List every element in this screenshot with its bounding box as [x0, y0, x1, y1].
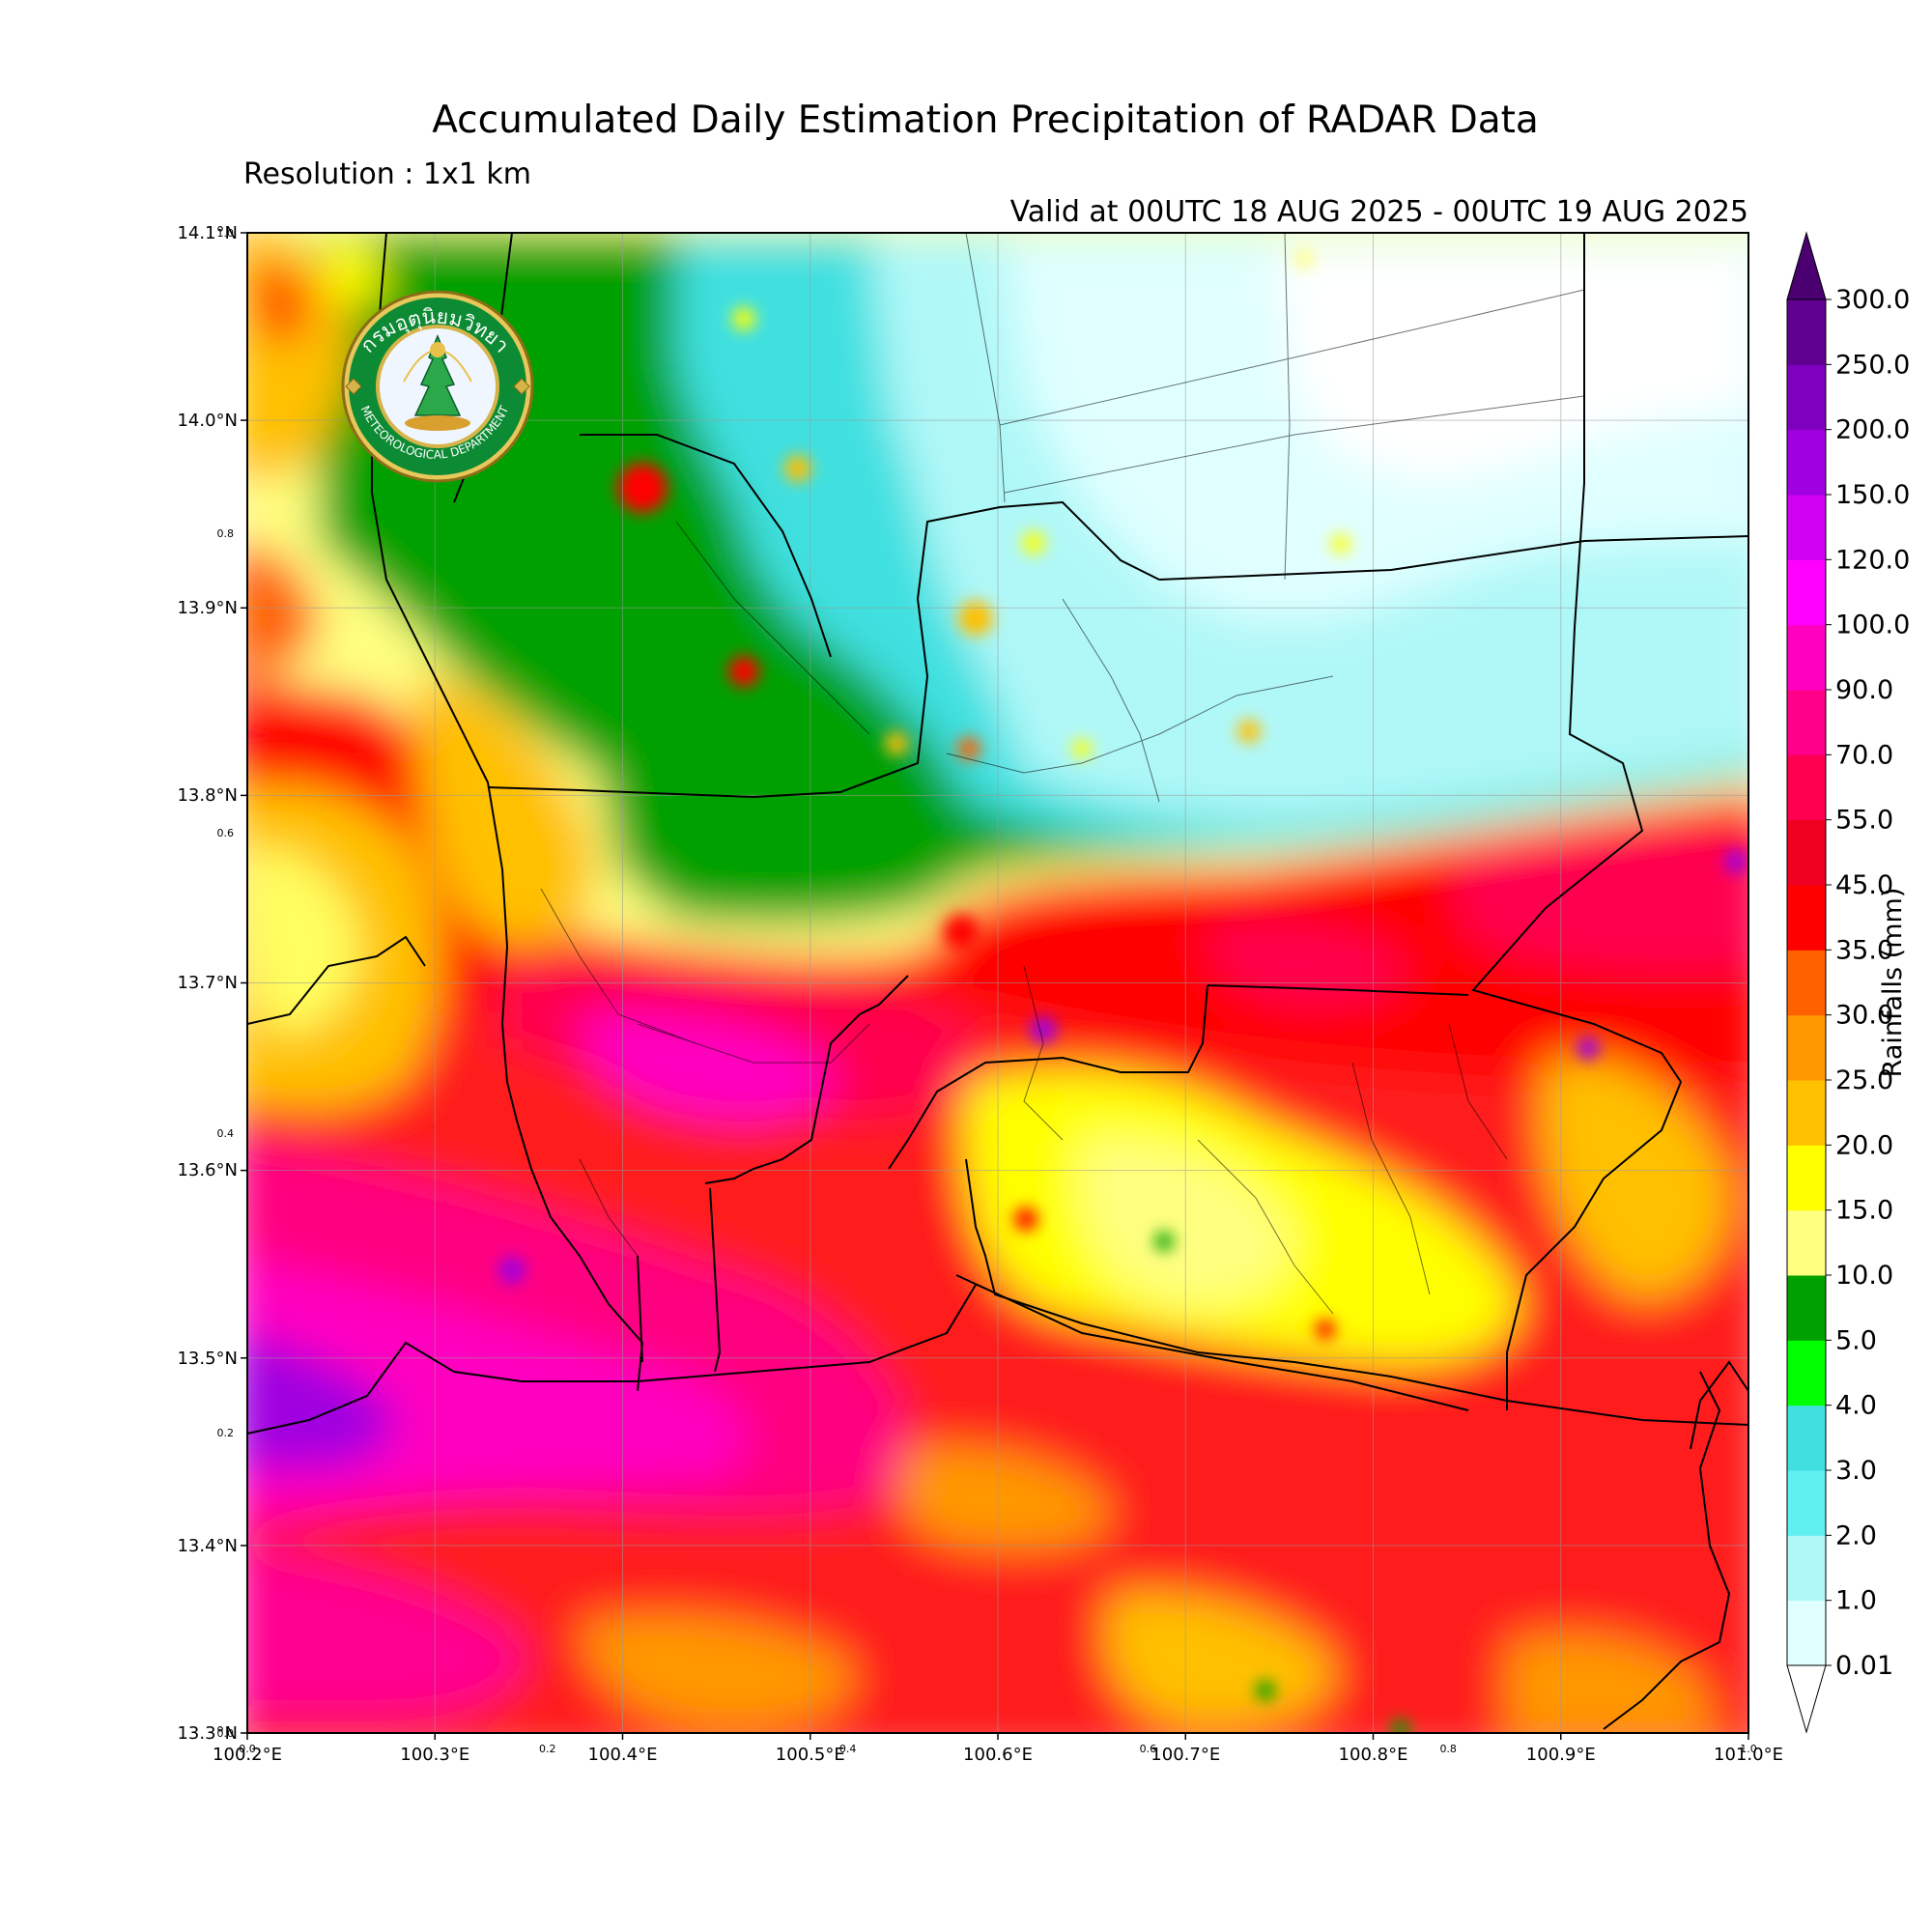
lat-tick-label: 13.7°N: [177, 973, 238, 993]
colorbar-segment: [1787, 1600, 1826, 1666]
colorbar-level-label: 55.0: [1835, 806, 1893, 836]
colorbar-level-label: 20.0: [1835, 1130, 1893, 1160]
colorbar-segment: [1787, 429, 1826, 496]
colorbar-over-arrow: [1786, 231, 1827, 300]
chart-title: Accumulated Daily Estimation Precipitati…: [432, 99, 1539, 142]
inner-y-tick: 0.0: [217, 1727, 235, 1740]
colorbar-segment: [1787, 299, 1826, 365]
inner-y-tick: 0.2: [217, 1427, 235, 1439]
logo-side-ornaments: [345, 378, 530, 395]
colorbar-level-label: 5.0: [1835, 1325, 1877, 1355]
colorbar-segment: [1787, 885, 1826, 951]
colorbar-segment: [1787, 754, 1826, 821]
inner-x-tick: 0.0: [239, 1743, 256, 1755]
inner-y-tick: 1.0: [217, 227, 235, 240]
colorbar-segment: [1787, 1080, 1826, 1146]
colorbar-level-label: 15.0: [1835, 1196, 1893, 1226]
colorbar-segment: [1787, 1405, 1826, 1471]
lat-tick-label: 13.9°N: [177, 598, 238, 618]
lon-tick-label: 100.6°E: [963, 1745, 1033, 1765]
lon-tick-label: 100.3°E: [400, 1745, 469, 1765]
deity-emblem-icon: [403, 334, 472, 431]
colorbar-level-label: 300.0: [1835, 285, 1910, 315]
colorbar-level-label: 200.0: [1835, 415, 1910, 445]
lon-tick-label: 101.0°E: [1714, 1745, 1783, 1765]
colorbar-level-label: 70.0: [1835, 740, 1893, 770]
colorbar-level-label: 90.0: [1835, 675, 1893, 705]
colorbar-level-label: 250.0: [1835, 350, 1910, 380]
lon-tick-label: 100.4°E: [588, 1745, 658, 1765]
lon-tick-label: 100.8°E: [1339, 1745, 1408, 1765]
colorbar-level-label: 10.0: [1835, 1261, 1893, 1291]
colorbar-level-label: 3.0: [1835, 1456, 1877, 1486]
inner-x-tick: 0.2: [539, 1743, 556, 1755]
colorbar-level-label: 0.01: [1835, 1651, 1893, 1681]
colorbar-level-label: 2.0: [1835, 1520, 1877, 1550]
lon-tick-label: 100.7°E: [1151, 1745, 1220, 1765]
lon-tick-label: 100.9°E: [1526, 1745, 1596, 1765]
colorbar: 0.01 1.0 2.0 3.0 4.0 5.0 10.0 15.0 20.0 25.0 30.0 3…: [1786, 231, 1910, 1734]
colorbar-segment: [1787, 819, 1826, 886]
tmd-logo: กรมอุตุนิยมวิทยา METEOROLOGICAL DEPARTME…: [341, 290, 534, 483]
colorbar-segment: [1787, 1340, 1826, 1406]
colorbar-segment: [1787, 559, 1826, 626]
gridlines: [247, 233, 1748, 1733]
lat-tick-label: 13.6°N: [177, 1160, 238, 1180]
inner-x-tick: 0.8: [1439, 1743, 1457, 1755]
colorbar-segment: [1787, 950, 1826, 1016]
inner-y-tick: 0.6: [217, 827, 235, 839]
colorbar-segment: [1787, 1470, 1826, 1536]
colorbar-level-label: 35.0: [1835, 935, 1893, 965]
colorbar-segment: [1787, 1275, 1826, 1341]
colorbar-level-label: 25.0: [1835, 1065, 1893, 1095]
colorbar-level-label: 120.0: [1835, 545, 1910, 575]
district-boundaries: [540, 233, 1585, 1315]
colorbar-level-label: 45.0: [1835, 870, 1893, 900]
colorbar-level-label: 150.0: [1835, 480, 1910, 510]
colorbar-level-label: 1.0: [1835, 1586, 1877, 1616]
inner-x-tick: 1.0: [1740, 1743, 1757, 1755]
inner-x-tick: 0.4: [839, 1743, 857, 1755]
inner-y-tick: 0.4: [217, 1127, 235, 1140]
colorbar-segment: [1787, 624, 1826, 691]
valid-time-label: Valid at 00UTC 18 AUG 2025 - 00UTC 19 AU…: [1009, 195, 1748, 229]
colorbar-level-label: 100.0: [1835, 611, 1910, 640]
colorbar-segment: [1787, 495, 1826, 560]
lat-tick-label: 14.0°N: [177, 411, 238, 431]
colorbar-segment: [1787, 1145, 1826, 1211]
inner-x-tick-labels: 0.0 0.2 0.4 0.6 0.8 1.0: [239, 1743, 1757, 1755]
lat-tick-label: 13.3°N: [177, 1723, 238, 1744]
resolution-label: Resolution : 1x1 km: [243, 157, 531, 191]
colorbar-under-arrow: [1786, 1664, 1827, 1734]
colorbar-segment: [1787, 1014, 1826, 1081]
lat-tick-label: 13.4°N: [177, 1536, 238, 1556]
lon-tick-label: 100.2°E: [213, 1745, 282, 1765]
colorbar-segment: [1787, 1209, 1826, 1276]
colorbar-label: Rainfalls (mm): [1878, 888, 1908, 1078]
axis-ticks: [241, 232, 1749, 1740]
inner-y-tick-labels: 1.0 0.8 0.6 0.4 0.2 0.0: [217, 227, 235, 1740]
inner-x-tick: 0.6: [1140, 1743, 1157, 1755]
colorbar-level-label: 30.0: [1835, 1001, 1893, 1031]
colorbar-level-label: 4.0: [1835, 1391, 1877, 1421]
province-boundaries: [247, 233, 1748, 1730]
colorbar-segment: [1787, 690, 1826, 755]
lat-tick-label: 13.5°N: [177, 1349, 238, 1369]
inner-y-tick: 0.8: [217, 527, 235, 540]
lon-tick-label: 100.5°E: [776, 1745, 845, 1765]
lat-tick-label: 13.8°N: [177, 785, 238, 806]
longitude-tick-labels: 100.2°E 100.3°E 100.4°E 100.5°E 100.6°E …: [213, 1745, 1783, 1765]
lat-tick-label: 14.1°N: [177, 223, 238, 243]
colorbar-segment: [1787, 1535, 1826, 1602]
colorbar-segment: [1787, 364, 1826, 431]
latitude-tick-labels: 14.1°N 14.0°N 13.9°N 13.8°N 13.7°N 13.6°…: [177, 223, 238, 1744]
